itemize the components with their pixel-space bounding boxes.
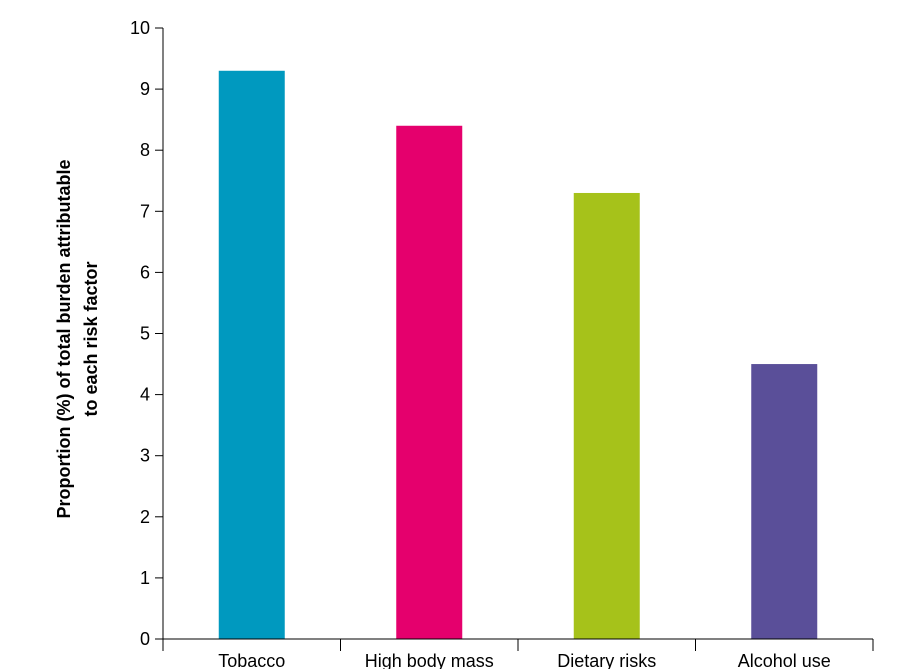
y-tick-label: 6 bbox=[140, 262, 150, 282]
y-axis-title: Proportion (%) of total burden attributa… bbox=[54, 160, 101, 519]
y-tick-label: 1 bbox=[140, 568, 150, 588]
y-tick-label: 3 bbox=[140, 446, 150, 466]
bars bbox=[218, 70, 818, 639]
y-axis-title-line-1: Proportion (%) of total burden attributa… bbox=[54, 160, 74, 519]
y-axis-title-line-2: to each risk factor bbox=[81, 261, 101, 416]
x-category-label: Tobacco bbox=[218, 651, 285, 669]
y-tick-label: 8 bbox=[140, 140, 150, 160]
y-tick-label: 0 bbox=[140, 629, 150, 649]
x-category-label: High body mass bbox=[365, 651, 494, 669]
bar bbox=[751, 364, 818, 639]
bar bbox=[573, 192, 640, 639]
bar bbox=[396, 125, 463, 639]
y-tick-label: 9 bbox=[140, 79, 150, 99]
bar bbox=[218, 70, 285, 639]
y-axis: 0 1 2 3 4 5 6 7 8 9 10 bbox=[130, 18, 164, 649]
y-tick-label: 10 bbox=[130, 18, 150, 38]
x-category-label: Alcohol use bbox=[738, 651, 831, 669]
x-category-label: Dietary risks bbox=[557, 651, 656, 669]
y-tick-label: 4 bbox=[140, 385, 150, 405]
y-tick-label: 5 bbox=[140, 324, 150, 344]
y-tick-label: 7 bbox=[140, 201, 150, 221]
y-tick-label: 2 bbox=[140, 507, 150, 527]
x-axis: Tobacco High body mass Dietary risks Alcoho… bbox=[162, 638, 874, 669]
